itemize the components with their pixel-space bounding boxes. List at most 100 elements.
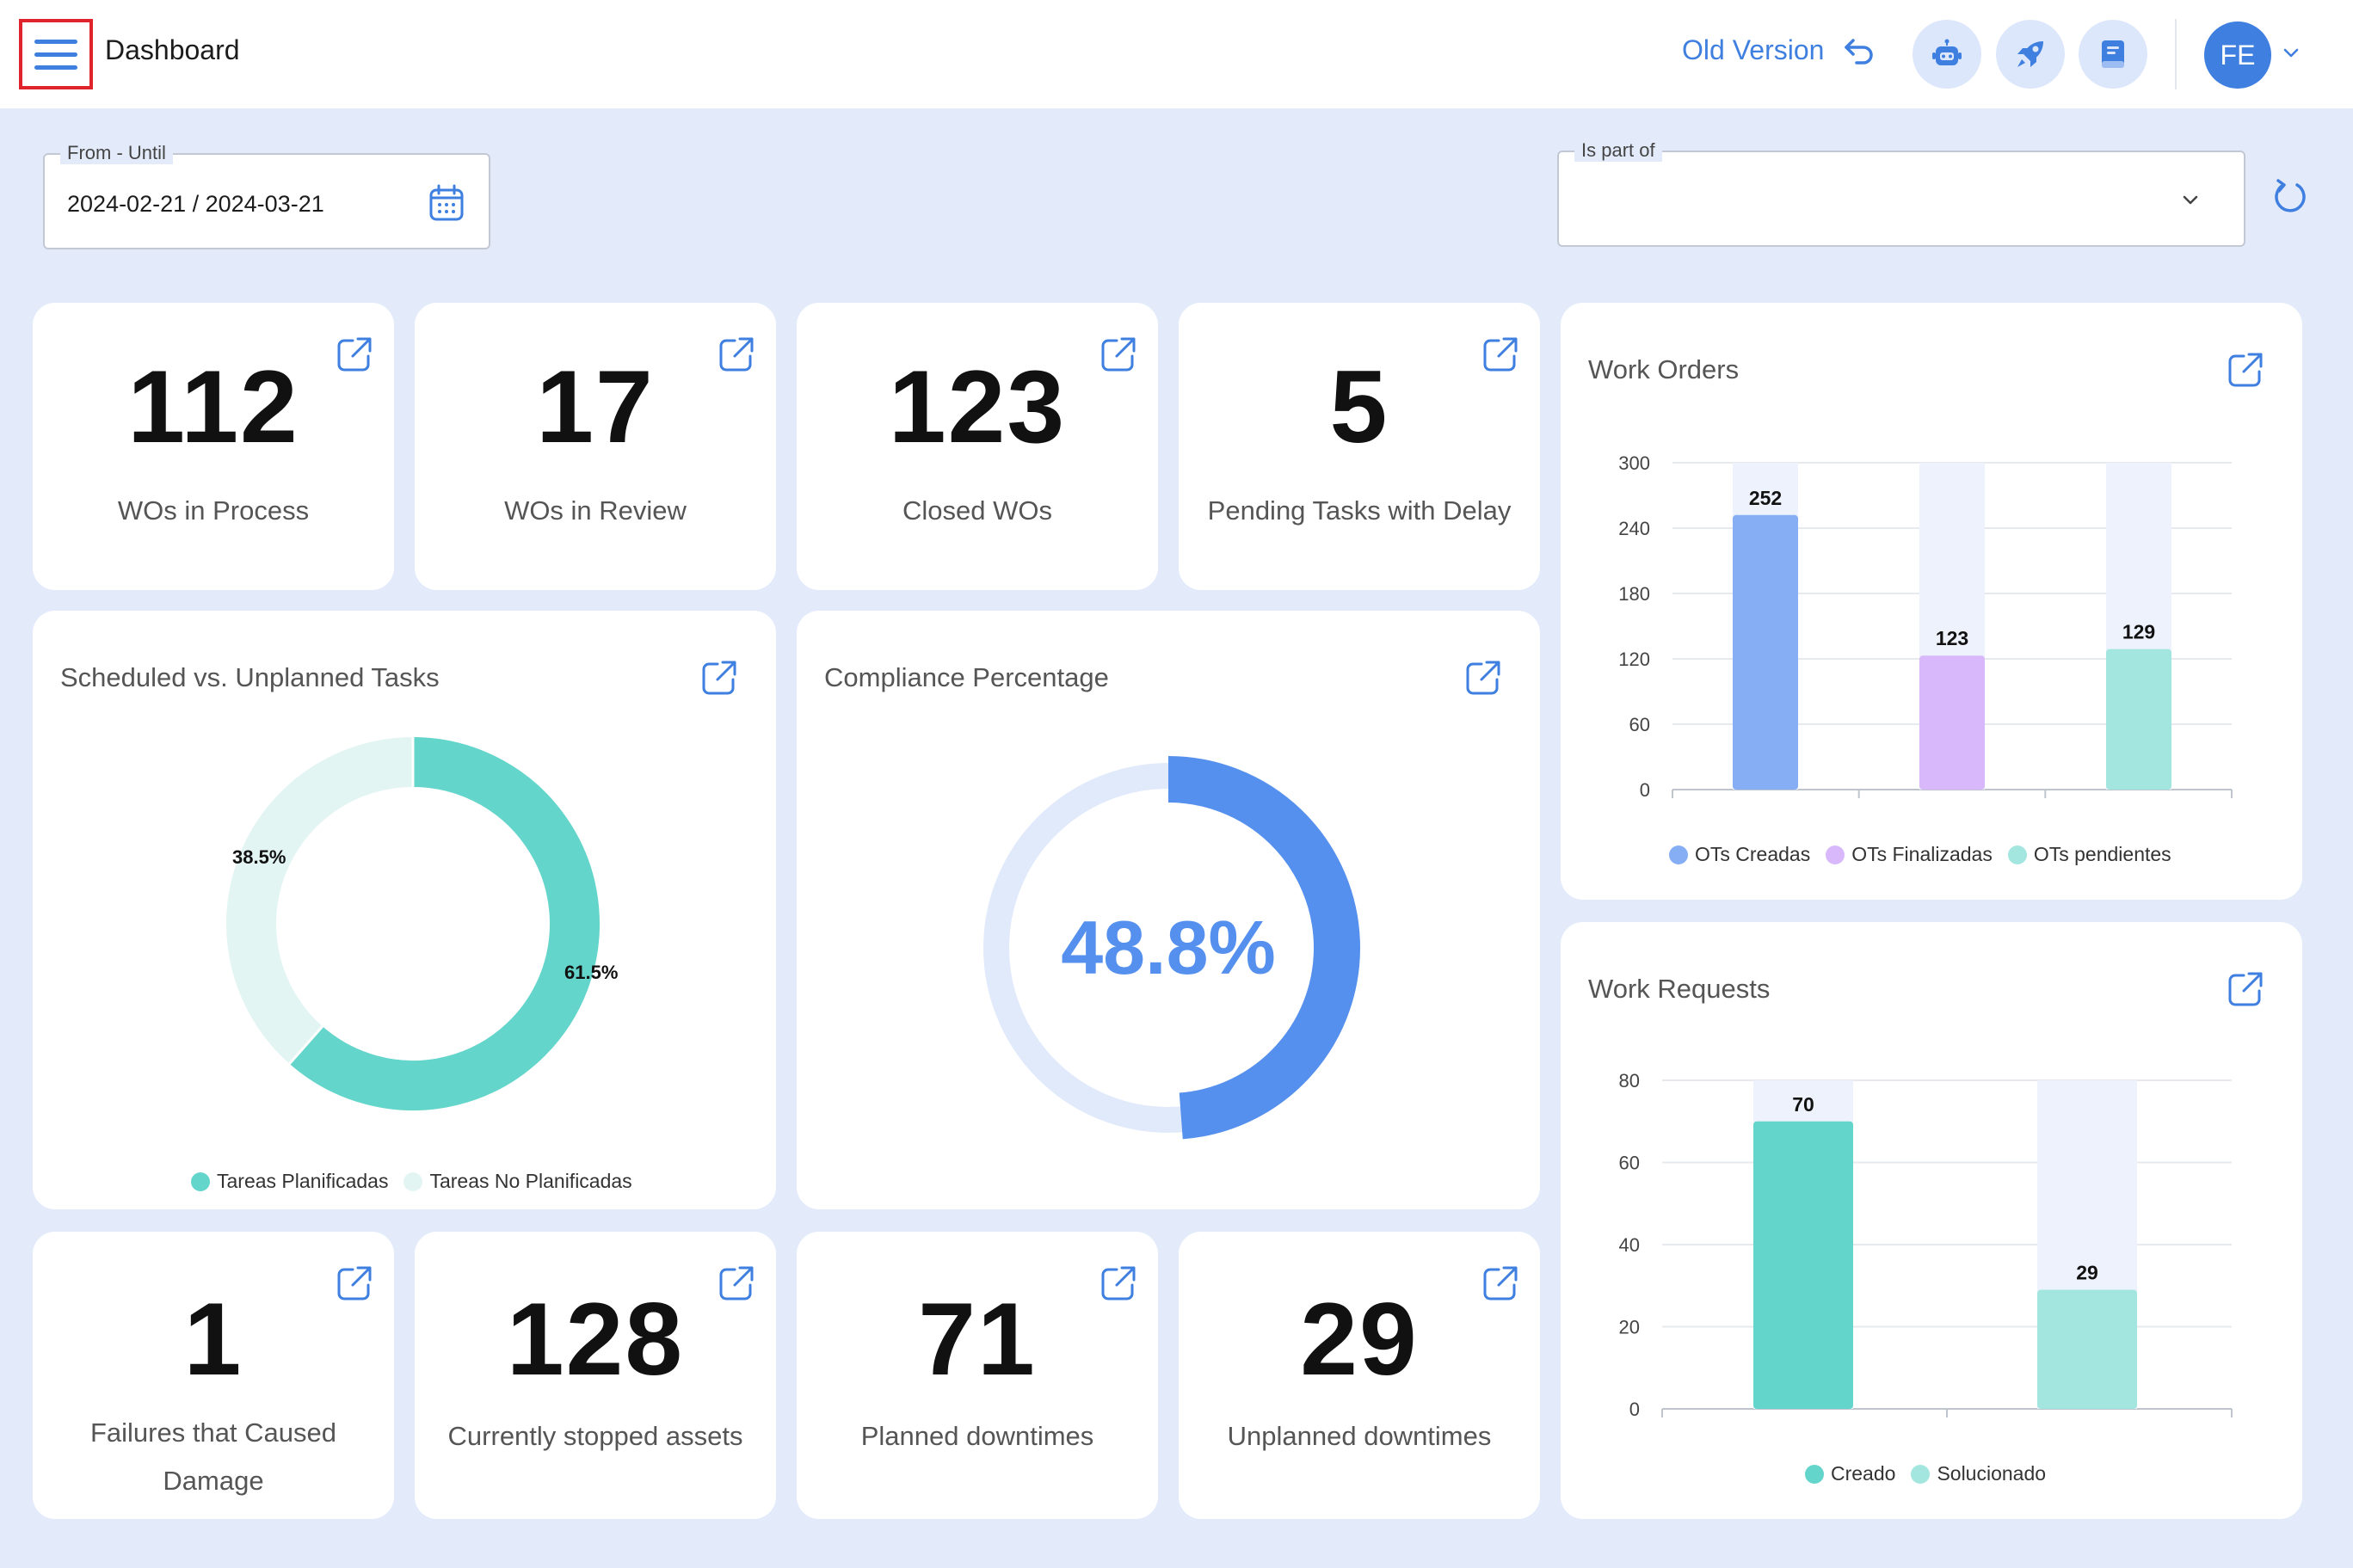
stat-label: Failures that Caused Damage — [89, 1417, 337, 1496]
legend-label: Solucionado — [1937, 1462, 2047, 1485]
slice-separator — [288, 1025, 323, 1065]
external-link-icon[interactable] — [1481, 1264, 1519, 1302]
work-orders-card: Work Orders 0 60 120 180 240 300 252 123 129 OTs… — [1561, 303, 2302, 900]
external-link-icon[interactable] — [718, 1264, 755, 1302]
stat-card-stopped-assets: 128 Currently stopped assets — [415, 1232, 776, 1519]
card-title: Work Requests — [1588, 974, 1771, 1004]
legend-dot — [1805, 1464, 1824, 1484]
legend-dot — [191, 1171, 210, 1191]
external-link-icon[interactable] — [1100, 1264, 1137, 1302]
chevron-down-icon — [2183, 195, 2198, 205]
stat-label: WOs in Review — [504, 495, 687, 526]
legend-dot — [1669, 845, 1688, 864]
assistant-bot-button[interactable] — [1913, 20, 1981, 89]
y-tick-label: 120 — [1618, 649, 1650, 670]
is-part-of-select[interactable]: Is part of — [1557, 139, 2245, 247]
launch-button[interactable] — [1996, 20, 2065, 89]
legend-item-planned[interactable]: Tareas Planificadas — [191, 1170, 388, 1193]
slice-label-planned: 61.5% — [564, 962, 618, 983]
menu-line — [34, 39, 77, 44]
legend-label: OTs Finalizadas — [1851, 843, 1993, 865]
stat-card-planned-downtimes: 71 Planned downtimes — [797, 1232, 1158, 1519]
legend-label: Tareas Planificadas — [217, 1170, 389, 1192]
legend-item-unplanned[interactable]: Tareas No Planificadas — [403, 1170, 632, 1193]
stat-value: 128 — [506, 1282, 685, 1397]
stat-card-failures-damage: 1 Failures that Caused Damage — [33, 1232, 394, 1519]
legend-item-ots-creadas[interactable]: OTs Creadas — [1669, 843, 1810, 866]
y-tick-label: 0 — [1640, 779, 1650, 801]
is-part-of-label: Is part of — [1574, 139, 1662, 162]
card-title: Scheduled vs. Unplanned Tasks — [60, 662, 440, 692]
y-tick-label: 60 — [1629, 714, 1650, 735]
stat-label: Planned downtimes — [860, 1421, 1094, 1451]
bar-value-label: 70 — [1792, 1093, 1814, 1116]
stat-label: Unplanned downtimes — [1227, 1421, 1492, 1451]
stat-value: 123 — [888, 349, 1067, 464]
stat-label: Currently stopped assets — [447, 1421, 743, 1451]
compliance-gauge-chart: 48.8% — [983, 756, 1360, 1140]
legend-item-ots-finalizadas[interactable]: OTs Finalizadas — [1826, 843, 1993, 866]
external-link-icon[interactable] — [1464, 659, 1502, 697]
compliance-percentage-card: Compliance Percentage 48.8% — [797, 611, 1540, 1209]
donut-slice-0[interactable] — [289, 737, 600, 1110]
bar-1[interactable] — [1919, 655, 1985, 790]
external-link-icon[interactable] — [2227, 970, 2264, 1008]
external-link-icon[interactable] — [718, 335, 755, 373]
stat-label: WOs in Process — [117, 495, 310, 526]
donut-slice-1[interactable] — [226, 737, 414, 1064]
scheduled-unplanned-donut-chart: 61.5% 38.5% — [226, 737, 618, 1110]
y-tick-label: 180 — [1618, 583, 1650, 605]
gauge-fill — [1167, 756, 1360, 1140]
external-link-icon[interactable] — [336, 1264, 373, 1302]
bar-0[interactable] — [1753, 1121, 1853, 1409]
work-requests-bar-chart: 0 20 40 60 80 70 29 — [1619, 1070, 2233, 1420]
bar-value-label: 252 — [1749, 487, 1782, 509]
date-range-label: From - Until — [60, 142, 173, 164]
date-range-value: 2024-02-21 / 2024-03-21 — [67, 191, 324, 217]
chevron-down-icon[interactable] — [2282, 43, 2301, 62]
chart-legend: Tareas Planificadas Tareas No Planificad… — [191, 1170, 632, 1193]
stat-card-wos-in-review: 17 WOs in Review — [415, 303, 776, 590]
user-avatar[interactable]: FE — [2204, 22, 2271, 89]
bar-0[interactable] — [1733, 514, 1798, 790]
legend-label: Creado — [1831, 1462, 1896, 1485]
legend-item-solucionado[interactable]: Solucionado — [1911, 1462, 2046, 1485]
stat-card-wos-in-process: 112 WOs in Process — [33, 303, 394, 590]
stat-value: 5 — [1329, 349, 1389, 464]
page-title: Dashboard — [105, 34, 240, 65]
y-tick-label: 20 — [1619, 1317, 1640, 1338]
external-link-icon[interactable] — [336, 335, 373, 373]
bar-2[interactable] — [2106, 649, 2171, 790]
stat-card-pending-tasks-delay: 5 Pending Tasks with Delay — [1179, 303, 1540, 590]
bar-1[interactable] — [2037, 1289, 2137, 1409]
y-tick-label: 60 — [1619, 1153, 1640, 1174]
legend-item-ots-pendientes[interactable]: OTs pendientes — [2007, 843, 2171, 866]
chart-legend: OTs Creadas OTs Finalizadas OTs pendient… — [1669, 843, 2171, 866]
stat-card-unplanned-downtimes: 29 Unplanned downtimes — [1179, 1232, 1540, 1519]
stat-value: 112 — [127, 349, 299, 464]
y-tick-label: 300 — [1618, 452, 1650, 474]
stat-value: 29 — [1300, 1282, 1419, 1397]
hamburger-menu-button[interactable] — [19, 19, 93, 89]
external-link-icon[interactable] — [1100, 335, 1137, 373]
external-link-icon[interactable] — [2227, 351, 2264, 389]
stat-card-closed-wos: 123 Closed WOs — [797, 303, 1158, 590]
menu-line — [34, 65, 77, 70]
legend-label: OTs pendientes — [2033, 843, 2171, 865]
rocket-icon — [2017, 41, 2043, 67]
work-orders-bar-chart: 0 60 120 180 240 300 252 123 129 — [1618, 452, 2233, 801]
slice-label-unplanned: 38.5% — [232, 846, 286, 868]
calendar-icon[interactable] — [428, 184, 465, 222]
legend-dot — [2007, 845, 2027, 864]
old-version-link[interactable]: Old Version — [1682, 34, 1876, 66]
legend-item-creado[interactable]: Creado — [1805, 1462, 1895, 1485]
reset-filters-icon[interactable] — [2271, 177, 2309, 217]
documentation-button[interactable] — [2079, 20, 2147, 89]
bar-value-label: 129 — [2122, 621, 2155, 643]
scheduled-vs-unplanned-card: Scheduled vs. Unplanned Tasks 61.5% 38.5%… — [33, 611, 776, 1209]
legend-label: Tareas No Planificadas — [429, 1170, 632, 1192]
y-tick-label: 0 — [1629, 1399, 1640, 1420]
external-link-icon[interactable] — [1481, 335, 1519, 373]
external-link-icon[interactable] — [700, 659, 738, 697]
date-range-field[interactable]: From - Until 2024-02-21 / 2024-03-21 — [43, 142, 490, 249]
